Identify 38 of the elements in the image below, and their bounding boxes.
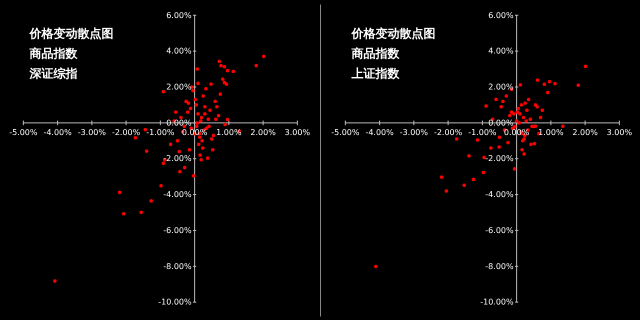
y-tick-label: -8.00% xyxy=(163,262,192,271)
x-tick-label: 2.00% xyxy=(250,128,276,137)
annotation: 上证指数 xyxy=(350,66,400,80)
text: 价格变动散点图 xyxy=(350,26,436,40)
x-tick-label: -5.00% xyxy=(331,128,360,137)
y-tick-label: -10.00% xyxy=(480,298,514,307)
y-tick-label: -10.00% xyxy=(158,298,192,307)
text: 商品指数 xyxy=(28,46,78,60)
x-tick-label: -4.00% xyxy=(43,128,72,137)
y-tick-label: -2.00% xyxy=(485,154,514,164)
y-tick-label: 4.00% xyxy=(488,46,514,56)
y-tick-label: 6.00% xyxy=(166,10,192,20)
x-tick-label: -3.00% xyxy=(400,128,428,137)
x-tick-label: -2.00% xyxy=(112,128,141,137)
y-tick-label: -4.00% xyxy=(163,190,192,200)
y-tick-label: -6.00% xyxy=(163,226,192,235)
x-tick-label: 3.00% xyxy=(606,128,632,137)
annotation: 深证综指 xyxy=(28,66,78,80)
text: 价格变动散点图 xyxy=(28,26,114,40)
x-tick-label: -5.00% xyxy=(9,128,38,137)
y-tick-label: 2.00% xyxy=(166,82,192,92)
x-tick-label: -1.00% xyxy=(146,128,175,137)
x-tick-label: 1.00% xyxy=(538,128,564,137)
y-tick-label: -8.00% xyxy=(485,262,514,271)
x-tick-label: -1.00% xyxy=(468,128,497,137)
y-tick-label: 4.00% xyxy=(166,46,192,56)
y-tick-label: 6.00% xyxy=(488,10,514,20)
y-tick-label: 2.00% xyxy=(488,82,514,92)
y-tick-label: -4.00% xyxy=(485,190,514,200)
x-tick-label: 1.00% xyxy=(216,128,242,137)
text: 商品指数 xyxy=(350,46,400,60)
x-tick-label: -4.00% xyxy=(365,128,394,137)
x-tick-label: 2.00% xyxy=(572,128,598,137)
y-tick-label: -2.00% xyxy=(163,154,192,164)
x-tick-label: -2.00% xyxy=(434,128,463,137)
y-tick-label: -6.00% xyxy=(485,226,514,235)
x-tick-label: -3.00% xyxy=(78,128,106,137)
x-tick-label: 3.00% xyxy=(284,128,310,137)
